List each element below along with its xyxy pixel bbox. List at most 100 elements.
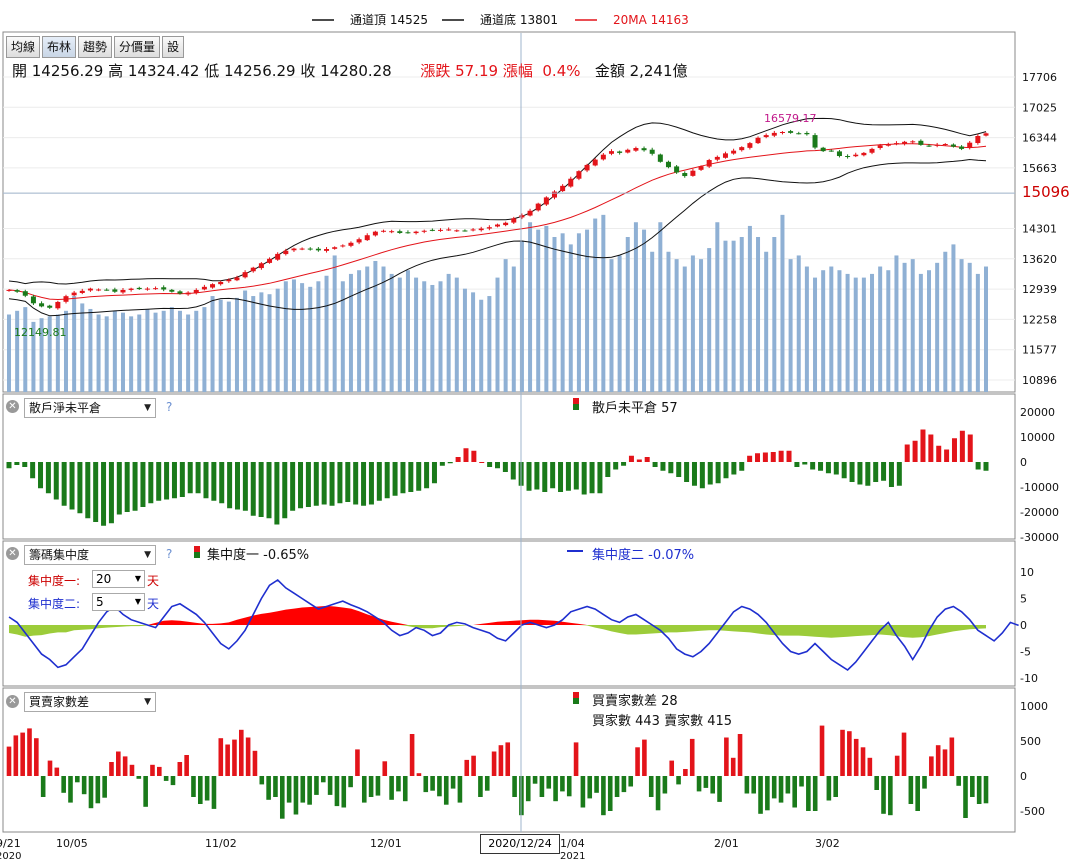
volume-bar	[357, 270, 362, 392]
candle-body	[747, 143, 753, 148]
close-panel-icon[interactable]: ✕	[6, 695, 19, 708]
volume-bar	[145, 308, 150, 392]
breadth-bar	[983, 776, 989, 804]
volume-bar	[804, 266, 809, 392]
indicator-select-breadth[interactable]: 買賣家數差 ▼	[24, 692, 156, 712]
volume-bar	[31, 321, 36, 392]
candle-body	[698, 166, 704, 170]
retail-bar	[605, 462, 611, 477]
retail-bar	[794, 462, 800, 467]
breadth-bar	[6, 746, 12, 776]
breadth-axis-label: 500	[1020, 735, 1041, 748]
candle-body	[845, 156, 851, 158]
volume-bar	[739, 237, 744, 392]
volume-bar	[210, 296, 215, 392]
candle-body	[87, 288, 93, 291]
param1-input[interactable]: 20 ▼	[92, 570, 145, 588]
volume-bar	[528, 222, 533, 392]
breadth-bar	[20, 732, 25, 776]
indicator-select-concentration[interactable]: 籌碼集中度 ▼	[24, 545, 156, 565]
candle-body	[210, 284, 216, 288]
breadth-bar	[662, 776, 668, 794]
retail-bar	[140, 462, 146, 507]
candle-body	[503, 222, 509, 226]
breadth-bar	[621, 776, 627, 793]
candle-body	[421, 230, 427, 232]
candle-body	[340, 245, 346, 247]
breadth-bar	[833, 776, 838, 797]
breadth-bar	[970, 776, 975, 797]
breadth-bar	[143, 776, 148, 807]
candle-body	[144, 288, 150, 290]
retail-bar	[510, 462, 516, 480]
concentration1-negative-area	[9, 625, 986, 638]
volume-bar	[243, 290, 248, 392]
volume-bar	[55, 314, 60, 392]
close-panel-icon[interactable]: ✕	[6, 547, 19, 560]
retail-bar	[959, 430, 965, 462]
volume-bar	[715, 222, 720, 392]
param2-label: 集中度二:	[28, 597, 81, 611]
retail-bar	[93, 462, 99, 522]
volume-bar	[88, 308, 93, 392]
candle-body	[828, 150, 834, 152]
volume-bar	[63, 310, 68, 392]
price-axis-label: 12939	[1022, 283, 1057, 296]
volume-bar	[674, 259, 679, 392]
param2-input[interactable]: 5 ▼	[92, 593, 145, 611]
volume-bar	[259, 292, 264, 392]
retail-bar	[928, 434, 934, 462]
breadth-bar	[696, 776, 702, 792]
candle-body	[315, 248, 321, 251]
help-icon[interactable]: ?	[166, 547, 173, 561]
indicator-select-retail[interactable]: 散戶淨未平倉 ▼	[24, 398, 156, 418]
candle-body	[275, 253, 281, 260]
breadth-bar	[525, 776, 531, 802]
volume-bar	[438, 281, 443, 392]
breadth-bar	[320, 776, 326, 783]
close-panel-icon[interactable]: ✕	[6, 400, 19, 413]
volume-bar	[186, 314, 191, 392]
tab-price-volume[interactable]: 分價量	[114, 36, 161, 58]
retail-bar	[920, 429, 926, 462]
breadth-bar	[580, 776, 586, 808]
retail-bar	[739, 462, 745, 471]
price-axis-label: 16344	[1022, 132, 1057, 145]
candle-body	[551, 191, 557, 198]
breadth-bar	[724, 737, 729, 776]
legend-label: 通道底 13801	[480, 12, 558, 27]
breadth-bar	[628, 776, 634, 787]
tab-settings[interactable]: 設	[162, 36, 185, 58]
candle-body	[861, 152, 867, 156]
low-value: 低 14256.29	[204, 62, 296, 80]
volume-bar	[7, 314, 11, 392]
volume-bar	[723, 240, 728, 392]
retail-bar	[621, 462, 627, 466]
retail-bar	[408, 462, 414, 492]
breadth-bar	[450, 776, 456, 789]
legend-swatch-down	[573, 404, 579, 410]
retail-bar	[298, 462, 304, 509]
tab-ma[interactable]: 均線	[6, 36, 41, 58]
candle-body	[633, 148, 639, 151]
candle-body	[576, 171, 582, 179]
retail-bar	[376, 462, 382, 501]
volume-bar	[511, 266, 516, 392]
tab-bollinger[interactable]: 布林	[42, 36, 77, 58]
breadth-bar	[484, 776, 490, 791]
breadth-bar	[642, 739, 647, 776]
param1-unit: 天	[147, 574, 160, 588]
candle-body	[6, 289, 12, 291]
help-icon[interactable]: ?	[166, 400, 173, 414]
candle-body	[495, 224, 500, 227]
breadth-bar	[81, 776, 87, 795]
breadth-bar	[826, 776, 832, 801]
candle-body	[258, 263, 264, 269]
breadth-bar	[88, 776, 94, 809]
tab-trend[interactable]: 趨勢	[78, 36, 113, 58]
retail-bar	[762, 452, 768, 462]
breadth-bar	[976, 776, 982, 804]
candle-body	[731, 150, 737, 154]
breadth-bar	[539, 776, 545, 797]
